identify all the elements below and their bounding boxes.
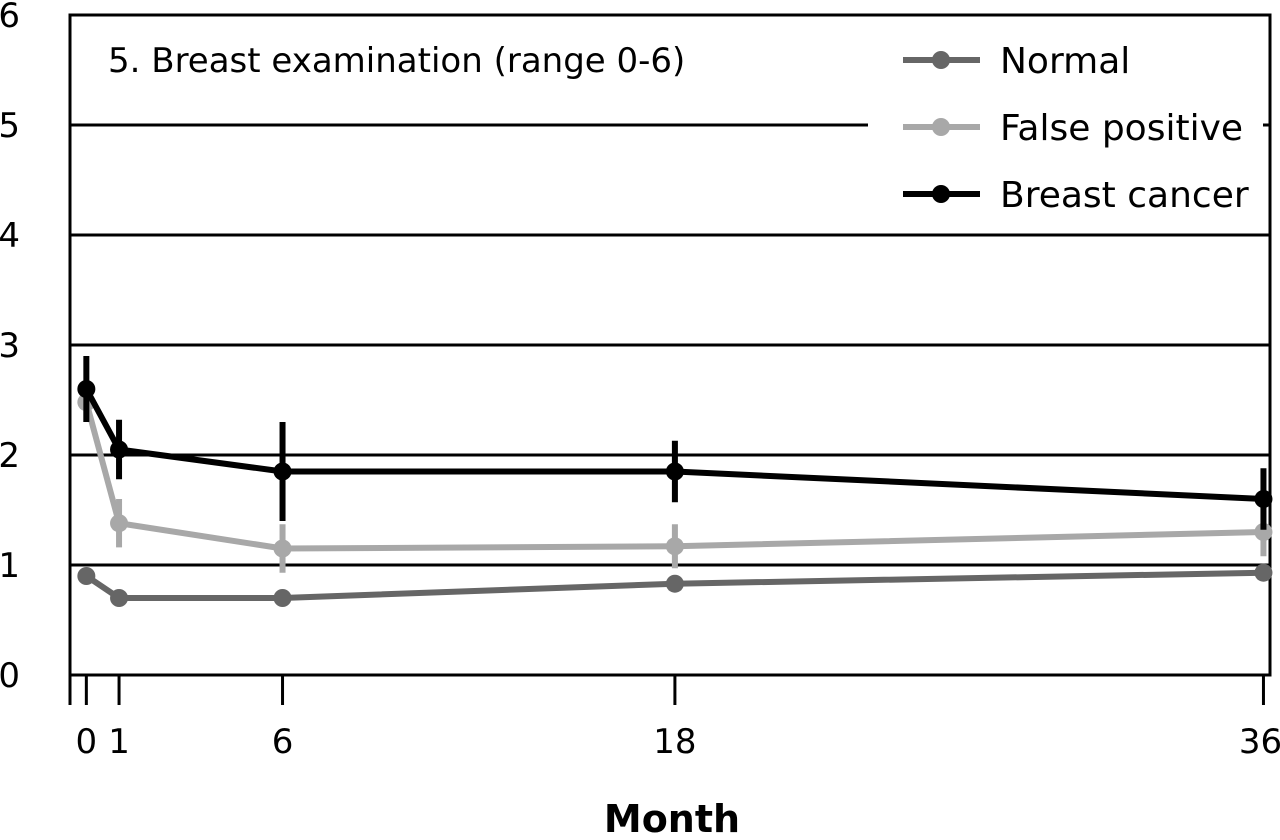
legend-swatch-marker: [932, 118, 950, 136]
y-tick-label: 1: [0, 546, 20, 586]
legend: Normal False positive Breast cancer: [903, 41, 1249, 216]
legend-label: Breast cancer: [1000, 175, 1249, 216]
data-point: [110, 514, 129, 533]
y-tick-label: 2: [0, 436, 20, 476]
chart-title: 5. Breast examination (range 0-6): [108, 41, 685, 81]
data-point: [665, 537, 684, 556]
x-tick-label: 18: [653, 722, 696, 762]
y-tick-label: 3: [0, 326, 20, 366]
grid-layer: [70, 123, 1270, 567]
legend-item: False positive: [903, 108, 1243, 149]
legend-item: Normal: [903, 41, 1130, 82]
data-point: [273, 462, 292, 481]
legend-label: Normal: [1000, 41, 1130, 82]
y-tick-label: 0: [0, 656, 20, 696]
data-point: [1254, 490, 1273, 508]
legend-swatch-marker: [932, 51, 950, 69]
data-point: [1254, 523, 1273, 541]
series-breast-cancer: [77, 356, 1273, 530]
data-point: [273, 539, 292, 558]
data-point: [77, 567, 96, 585]
data-point: [110, 440, 129, 459]
series-layer: [77, 356, 1273, 607]
x-tick-label: 0: [76, 722, 98, 762]
y-tick-label: 6: [0, 0, 20, 36]
x-tick-label: 6: [272, 722, 294, 762]
data-point: [77, 380, 96, 398]
data-point: [1254, 563, 1273, 582]
y-tick-label: 4: [0, 216, 20, 256]
legend-item: Breast cancer: [903, 175, 1249, 216]
series-normal: [77, 563, 1273, 607]
y-tick-label: 5: [0, 106, 20, 146]
x-tick-label: 36: [1239, 722, 1280, 762]
data-point: [665, 462, 684, 481]
data-point: [665, 574, 684, 593]
plot-frame: [68, 13, 1272, 677]
x-tick-label: 1: [108, 722, 130, 762]
legend-swatch-marker: [932, 185, 950, 203]
x-axis-label: Month: [604, 797, 740, 840]
data-point: [273, 589, 292, 607]
data-point: [110, 589, 129, 607]
legend-label: False positive: [1000, 108, 1243, 149]
